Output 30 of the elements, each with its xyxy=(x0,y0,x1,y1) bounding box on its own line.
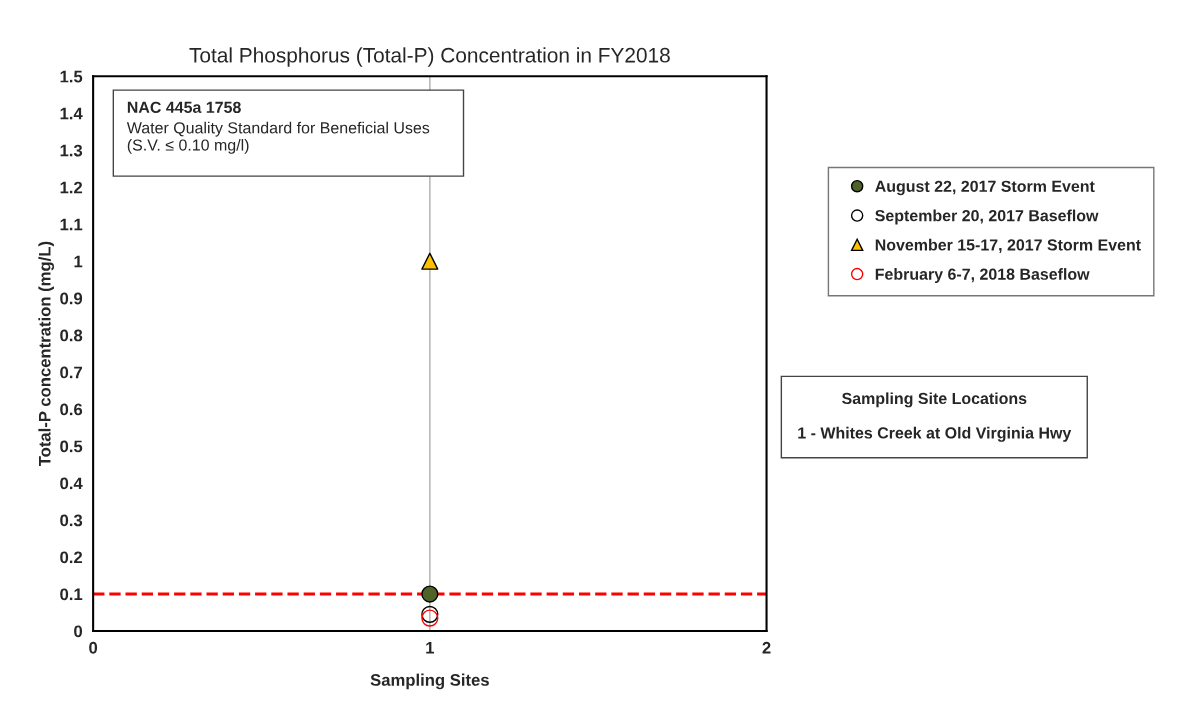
annotation: Water Quality Standard for Beneficial Uses (S.V. ≤ 0.10 mg/l) xyxy=(126,121,430,154)
legend-label: August 22, 2017 Storm Event xyxy=(875,180,1095,196)
y-tick-label: 0.8 xyxy=(60,329,83,342)
x-axis-title: Sampling Sites xyxy=(370,673,489,690)
text: 1 - Whites Creek at Old Virginia Hwy xyxy=(798,426,1072,442)
legend-label: February 6-7, 2018 Baseflow xyxy=(875,268,1090,283)
y-tick-label: 1.5 xyxy=(60,70,83,83)
y-tick-label: 1.1 xyxy=(60,218,83,231)
chart-title: Total Phosphorus (Total-P) Concentration in FY2018 xyxy=(189,47,670,67)
legend-label: November 15-17, 2017 Storm Event xyxy=(875,238,1141,253)
annotation: NAC 445a 1758 xyxy=(127,101,241,113)
y-tick-label: 0.3 xyxy=(60,514,83,527)
text: Sampling Site Locations xyxy=(842,392,1027,408)
y-tick-label: 1.3 xyxy=(60,144,83,157)
y-tick-label: 0.2 xyxy=(60,551,83,564)
x-tick-label: 0 xyxy=(89,641,98,654)
y-axis-title: Total-P concentration (mg/L) xyxy=(38,241,54,467)
x-tick-label: 1 xyxy=(426,642,435,654)
y-tick-label: 1.4 xyxy=(60,107,83,120)
y-tick-label: 0.5 xyxy=(60,440,83,453)
y-tick-label: 0.6 xyxy=(60,403,83,416)
x-tick-label: 2 xyxy=(762,641,771,654)
y-tick-label: 0.1 xyxy=(60,588,83,601)
y-tick-label: 1.2 xyxy=(60,181,83,194)
legend-label: September 20, 2017 Baseflow xyxy=(875,209,1099,225)
y-tick-label: 0.4 xyxy=(60,477,83,490)
y-tick-label: 0.9 xyxy=(60,292,83,305)
y-tick-label: 1 xyxy=(74,255,83,268)
y-tick-label: 0 xyxy=(74,625,83,638)
y-tick-label: 0.7 xyxy=(60,366,82,379)
